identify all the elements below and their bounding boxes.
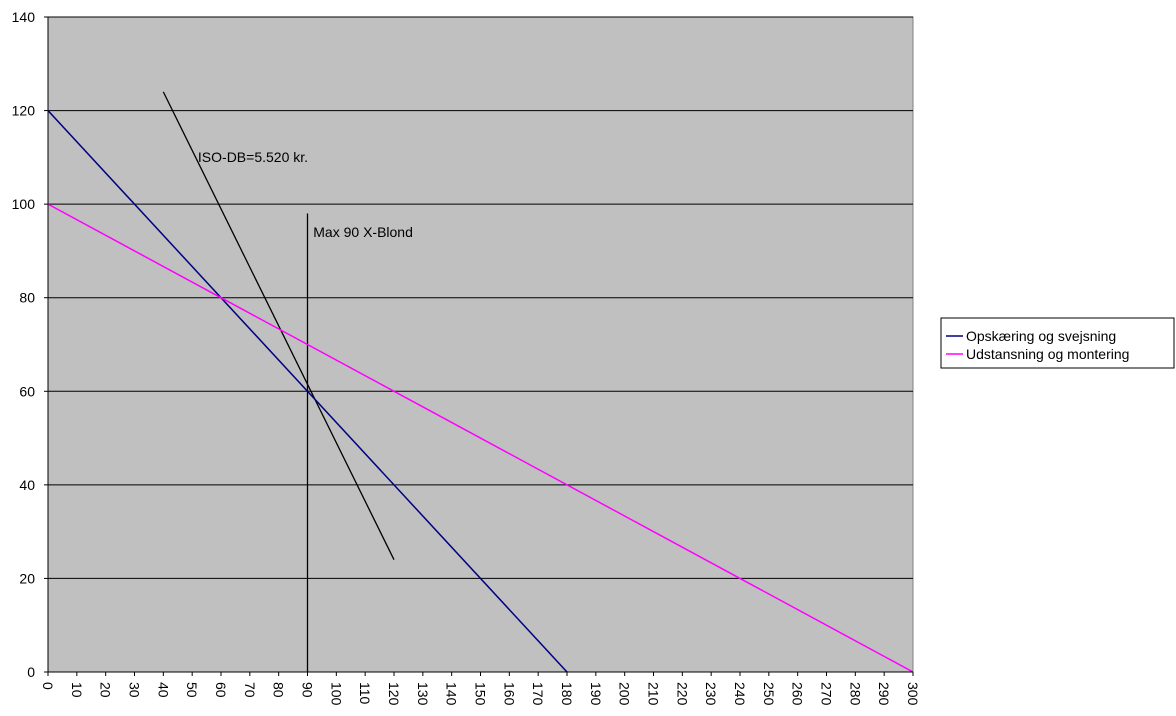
- x-tick-label: 300: [905, 682, 921, 706]
- x-tick-label: 190: [588, 682, 604, 706]
- gridlines: [48, 16, 913, 579]
- annotations: ISO-DB=5.520 kr. Max 90 X-Blond: [162, 91, 413, 672]
- series-line-2: [47, 203, 914, 673]
- x-tick-label: 240: [732, 682, 748, 706]
- legend-label: Opskæring og svejsning: [966, 328, 1116, 344]
- x-tick-label: 40: [155, 682, 171, 698]
- x-tick-label: 0: [40, 682, 56, 690]
- x-tick-label: 160: [501, 682, 517, 706]
- legend-box: [940, 317, 1175, 369]
- x-axis-ticks: 0 10 20 30 40 50 60 70 80 90 100 110 120 130 140 150 160…: [40, 672, 921, 706]
- annotation-line-1: [162, 91, 395, 561]
- y-tick-label: 60: [19, 383, 35, 399]
- x-tick-label: 60: [213, 682, 229, 698]
- x-tick-label: 180: [559, 682, 575, 706]
- y-tick-label: 0: [27, 664, 35, 680]
- x-tick-label: 120: [386, 682, 402, 706]
- x-tick-label: 70: [242, 682, 258, 698]
- x-tick-label: 280: [847, 682, 863, 706]
- x-tick-label: 130: [415, 682, 431, 706]
- annotation-label: Max 90 X-Blond: [313, 224, 413, 240]
- y-tick-label: 100: [12, 196, 36, 212]
- y-tick-label: 40: [19, 477, 35, 493]
- x-tick-label: 140: [444, 682, 460, 706]
- legend: Opskæring og svejsning Udstansning og mon…: [940, 317, 1175, 369]
- x-tick-label: 290: [876, 682, 892, 706]
- annotation-label: ISO-DB=5.520 kr.: [198, 149, 308, 165]
- y-tick-label: 140: [12, 9, 36, 25]
- x-tick-label: 250: [761, 682, 777, 706]
- legend-label: Udstansning og montering: [966, 346, 1129, 362]
- x-tick-label: 150: [473, 682, 489, 706]
- x-tick-label: 50: [184, 682, 200, 698]
- y-tick-label: 80: [19, 290, 35, 306]
- y-tick-label: 120: [12, 103, 36, 119]
- x-tick-label: 30: [127, 682, 143, 698]
- series-lines: [47, 110, 914, 673]
- x-tick-label: 210: [646, 682, 662, 706]
- x-tick-label: 20: [98, 682, 114, 698]
- y-axis-ticks: 0 20 40 60 80 100 120 140: [12, 9, 48, 680]
- x-tick-label: 260: [790, 682, 806, 706]
- y-tick-label: 20: [19, 570, 35, 586]
- plot-area: [47, 16, 914, 673]
- x-tick-label: 200: [617, 682, 633, 706]
- x-tick-label: 270: [819, 682, 835, 706]
- x-tick-label: 100: [328, 682, 344, 706]
- x-tick-label: 10: [69, 682, 85, 698]
- x-tick-label: 110: [357, 682, 373, 705]
- x-tick-label: 170: [530, 682, 546, 706]
- x-tick-label: 220: [674, 682, 690, 706]
- x-tick-label: 230: [703, 682, 719, 706]
- x-tick-label: 80: [271, 682, 287, 698]
- x-tick-label: 90: [300, 682, 316, 698]
- series-line-1: [47, 110, 568, 673]
